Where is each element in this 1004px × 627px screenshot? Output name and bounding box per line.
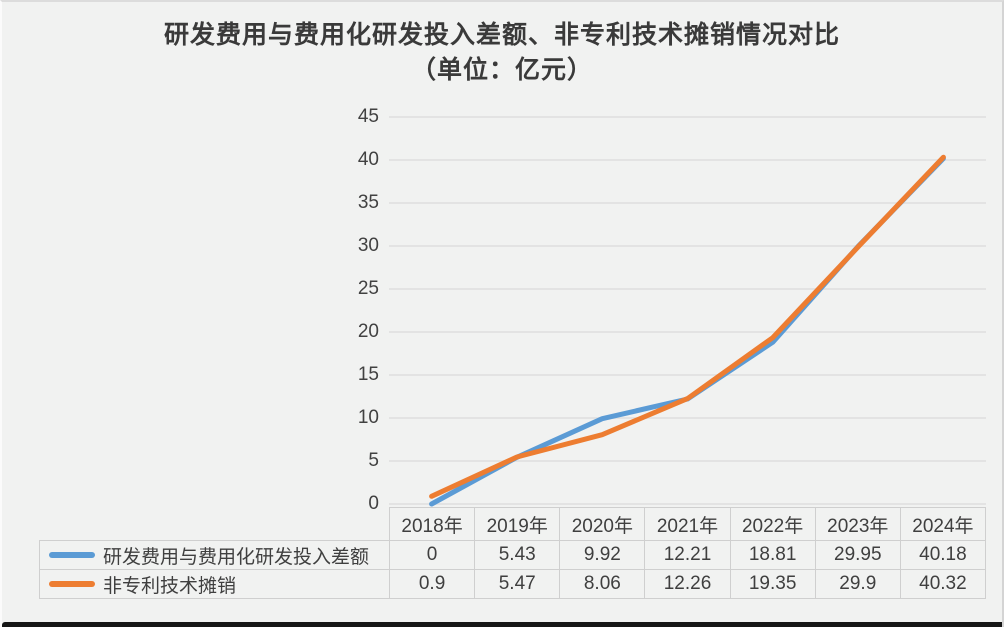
year-header-cell: 2021年 xyxy=(644,507,731,541)
y-axis-tick-label: 40 xyxy=(357,149,379,170)
value-cell: 29.9 xyxy=(814,569,901,599)
y-gridline xyxy=(389,374,986,376)
year-header-cell: 2022年 xyxy=(729,507,816,541)
y-gridline xyxy=(389,503,986,505)
y-gridline xyxy=(389,116,986,118)
y-axis-tick-label: 10 xyxy=(357,407,379,428)
y-axis-tick-label: 0 xyxy=(368,493,379,514)
year-header-cell: 2023年 xyxy=(814,507,901,541)
window-bottom-edge xyxy=(2,622,1002,627)
value-cell: 5.47 xyxy=(474,569,561,599)
legend-line-swatch xyxy=(49,581,95,587)
value-cell: 12.26 xyxy=(644,569,731,599)
y-axis-tick-label: 20 xyxy=(357,321,379,342)
y-gridline xyxy=(389,460,986,462)
y-axis-tick-label: 15 xyxy=(357,364,379,385)
value-cell: 8.06 xyxy=(559,569,646,599)
value-cell: 9.92 xyxy=(559,540,646,570)
chart-title-line2: （单位：亿元） xyxy=(410,56,593,84)
legend-cell: 非专利技术摊销 xyxy=(39,569,390,599)
y-axis-tick-label: 30 xyxy=(357,235,379,256)
value-cell: 29.95 xyxy=(814,540,901,570)
y-gridline xyxy=(389,417,986,419)
year-header-cell: 2019年 xyxy=(474,507,561,541)
y-gridline xyxy=(389,202,986,204)
y-gridline xyxy=(389,331,986,333)
y-gridline xyxy=(389,288,986,290)
value-cell: 12.21 xyxy=(644,540,731,570)
y-axis-tick-label: 45 xyxy=(357,106,379,127)
chart-title-line1: 研发费用与费用化研发投入差额、非专利技术摊销情况对比 xyxy=(163,21,840,49)
series-line-非专利技术摊销 xyxy=(429,154,946,499)
value-cell: 19.35 xyxy=(729,569,816,599)
chart-title: 研发费用与费用化研发投入差额、非专利技术摊销情况对比 （单位：亿元） xyxy=(2,18,1002,88)
table-header-row: 2018年 2019年 2020年 2021年 2022年 2023年 2024年 xyxy=(39,507,987,541)
y-axis-tick-label: 5 xyxy=(368,450,379,471)
value-cell: 0 xyxy=(388,540,476,570)
value-cell: 0.9 xyxy=(388,569,476,599)
table-row: 非专利技术摊销 0.9 5.47 8.06 12.26 19.35 29.9 40.32 xyxy=(39,569,987,599)
data-table: 2018年 2019年 2020年 2021年 2022年 2023年 2024年 研发费用与… xyxy=(39,507,987,599)
legend-series-name: 非专利技术摊销 xyxy=(103,575,237,597)
year-header-cell: 2018年 xyxy=(388,507,476,541)
year-header-cell: 2024年 xyxy=(899,507,987,541)
table-row: 研发费用与费用化研发投入差额 0 5.43 9.92 12.21 18.81 29.95 40… xyxy=(39,540,987,570)
y-axis-tick-label: 25 xyxy=(357,278,379,299)
legend-series-name: 研发费用与费用化研发投入差额 xyxy=(103,546,370,568)
table-corner-cell xyxy=(39,507,390,541)
value-cell: 40.18 xyxy=(899,540,987,570)
value-cell: 40.32 xyxy=(899,569,987,599)
value-cell: 18.81 xyxy=(729,540,816,570)
y-axis-tick-label: 35 xyxy=(357,192,379,213)
legend-line-swatch xyxy=(49,552,95,558)
y-gridline xyxy=(389,159,986,161)
y-gridline xyxy=(389,245,986,247)
legend-cell: 研发费用与费用化研发投入差额 xyxy=(39,540,390,570)
value-cell: 5.43 xyxy=(474,540,561,570)
year-header-cell: 2020年 xyxy=(559,507,646,541)
